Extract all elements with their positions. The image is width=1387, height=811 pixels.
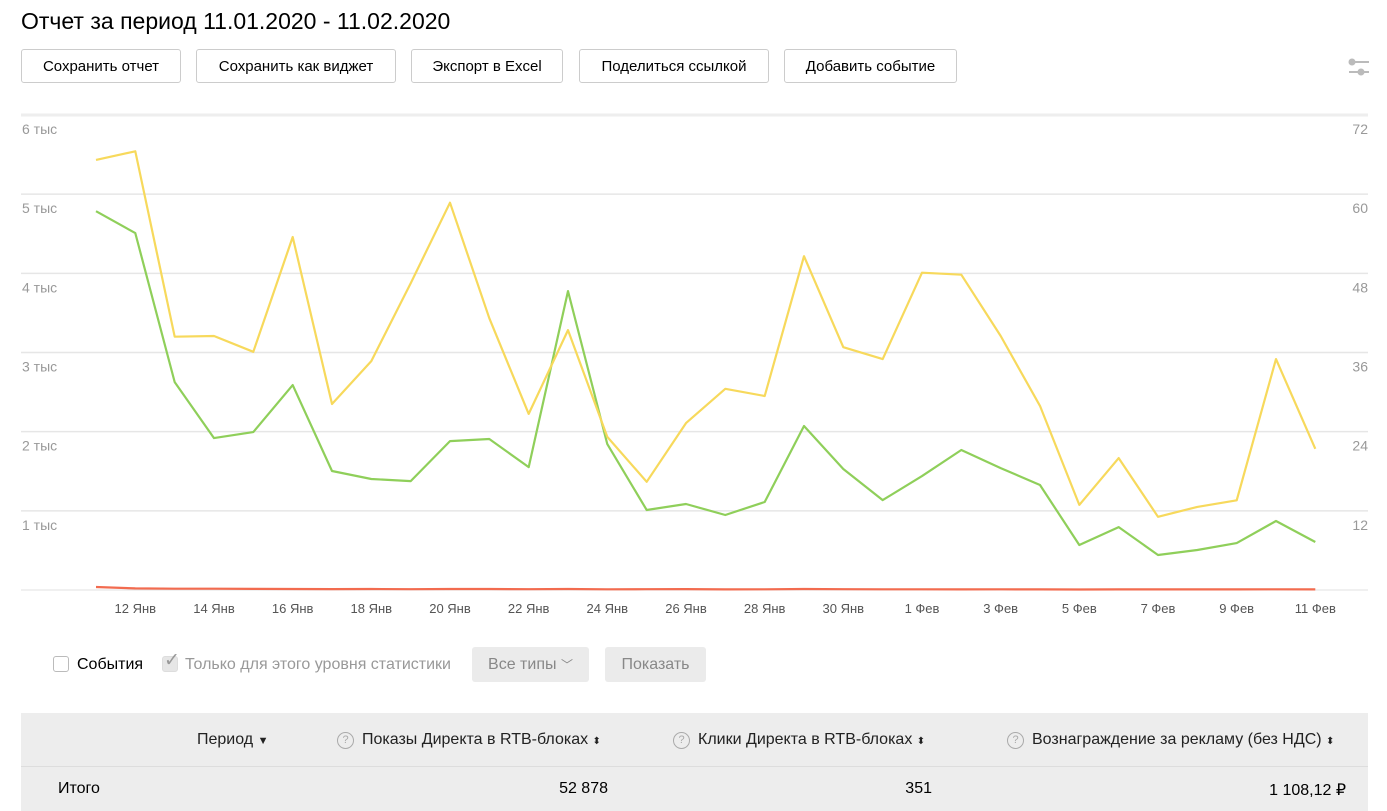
y-left-tick-label: 6 тыс	[22, 121, 57, 137]
total-reward: 1 108,12 ₽	[1269, 782, 1346, 799]
y-right-tick-label: 60	[1352, 200, 1368, 216]
x-tick-label: 5 Фев	[1062, 601, 1097, 616]
x-tick-label: 28 Янв	[744, 601, 786, 616]
y-left-tick-label: 2 тыс	[22, 438, 57, 454]
x-tick-label: 22 Янв	[508, 601, 550, 616]
column-label: Клики Директа в RTB-блоках	[698, 731, 913, 748]
share-link-button[interactable]: Поделиться ссылкой	[579, 49, 769, 83]
level-only-label: Только для этого уровня статистики	[185, 656, 451, 673]
x-tick-label: 3 Фев	[983, 601, 1018, 616]
y-left-tick-label: 4 тыс	[22, 279, 57, 295]
x-tick-label: 9 Фев	[1219, 601, 1254, 616]
table-header: Период ▼ ? Показы Директа в RTB-блоках ⬍ …	[21, 713, 1368, 767]
show-button[interactable]: Показать	[605, 647, 706, 682]
column-label: Показы Директа в RTB-блоках	[362, 731, 589, 748]
x-tick-label: 11 Фев	[1295, 601, 1336, 616]
help-icon[interactable]: ?	[1007, 732, 1024, 749]
y-right-tick-label: 12	[1352, 517, 1368, 533]
column-impressions[interactable]: ? Показы Директа в RTB-блоках ⬍	[337, 731, 601, 749]
series-line	[95, 210, 1316, 557]
column-period[interactable]: Период ▼	[197, 731, 268, 749]
add-event-button[interactable]: Добавить событие	[784, 49, 957, 83]
line-chart: 1 тыс 12 2 тыс 24 3 тыс 36 4 тыс 48 5 тыс 60 6 тыс…	[21, 113, 1368, 616]
x-tick-label: 16 Янв	[272, 601, 314, 616]
x-tick-label: 18 Янв	[351, 601, 393, 616]
y-left-tick-label: 1 тыс	[22, 517, 57, 533]
total-impressions: 52 878	[559, 780, 608, 797]
all-types-dropdown[interactable]: Все типы ﹀	[472, 647, 589, 682]
all-types-label: Все типы	[488, 656, 557, 673]
chevron-down-icon: ﹀	[560, 658, 573, 672]
help-icon[interactable]: ?	[673, 732, 690, 749]
y-right-tick-label: 48	[1352, 279, 1368, 295]
x-tick-label: 24 Янв	[587, 601, 629, 616]
save-widget-button[interactable]: Сохранить как виджет	[196, 49, 396, 83]
help-icon[interactable]: ?	[337, 732, 354, 749]
column-clicks[interactable]: ? Клики Директа в RTB-блоках ⬍	[673, 731, 925, 749]
x-tick-label: 30 Янв	[823, 601, 865, 616]
y-right-tick-label: 72	[1352, 121, 1368, 137]
x-tick-label: 20 Янв	[429, 601, 471, 616]
checkmark-icon: ✓	[164, 650, 180, 671]
y-left-tick-label: 3 тыс	[22, 359, 57, 375]
x-tick-label: 1 Фев	[905, 601, 940, 616]
column-label: Вознаграждение за рекламу (без НДС)	[1032, 731, 1322, 748]
total-clicks: 351	[905, 780, 932, 797]
sort-desc-icon: ▼	[257, 735, 269, 747]
total-label: Итого	[58, 780, 100, 797]
export-excel-button[interactable]: Экспорт в Excel	[411, 49, 563, 83]
x-tick-label: 12 Янв	[115, 601, 157, 616]
events-checkbox[interactable]	[53, 656, 69, 672]
x-tick-label: 26 Янв	[665, 601, 707, 616]
x-tick-label: 14 Янв	[193, 601, 235, 616]
table-row-total: Итого 52 878 351 1 108,12 ₽	[21, 767, 1368, 811]
y-left-tick-label: 5 тыс	[22, 200, 57, 216]
sort-icon: ⬍	[916, 736, 926, 747]
x-tick-label: 7 Фев	[1141, 601, 1176, 616]
sort-icon: ⬍	[1326, 736, 1335, 747]
y-right-tick-label: 24	[1352, 438, 1368, 454]
series-line	[95, 150, 1317, 518]
events-label: События	[77, 656, 144, 673]
level-only-checkbox[interactable]: ✓	[162, 650, 180, 672]
series-line	[95, 585, 1316, 591]
column-reward[interactable]: ? Вознаграждение за рекламу (без НДС) ⬍	[1007, 731, 1334, 749]
page-title: Отчет за период 11.01.2020 - 11.02.2020	[21, 8, 451, 34]
sort-icon: ⬍	[592, 736, 601, 747]
sliders-icon[interactable]	[1348, 58, 1370, 76]
column-label: Период	[197, 731, 254, 748]
y-right-tick-label: 36	[1352, 359, 1368, 375]
save-report-button[interactable]: Сохранить отчет	[21, 49, 181, 83]
